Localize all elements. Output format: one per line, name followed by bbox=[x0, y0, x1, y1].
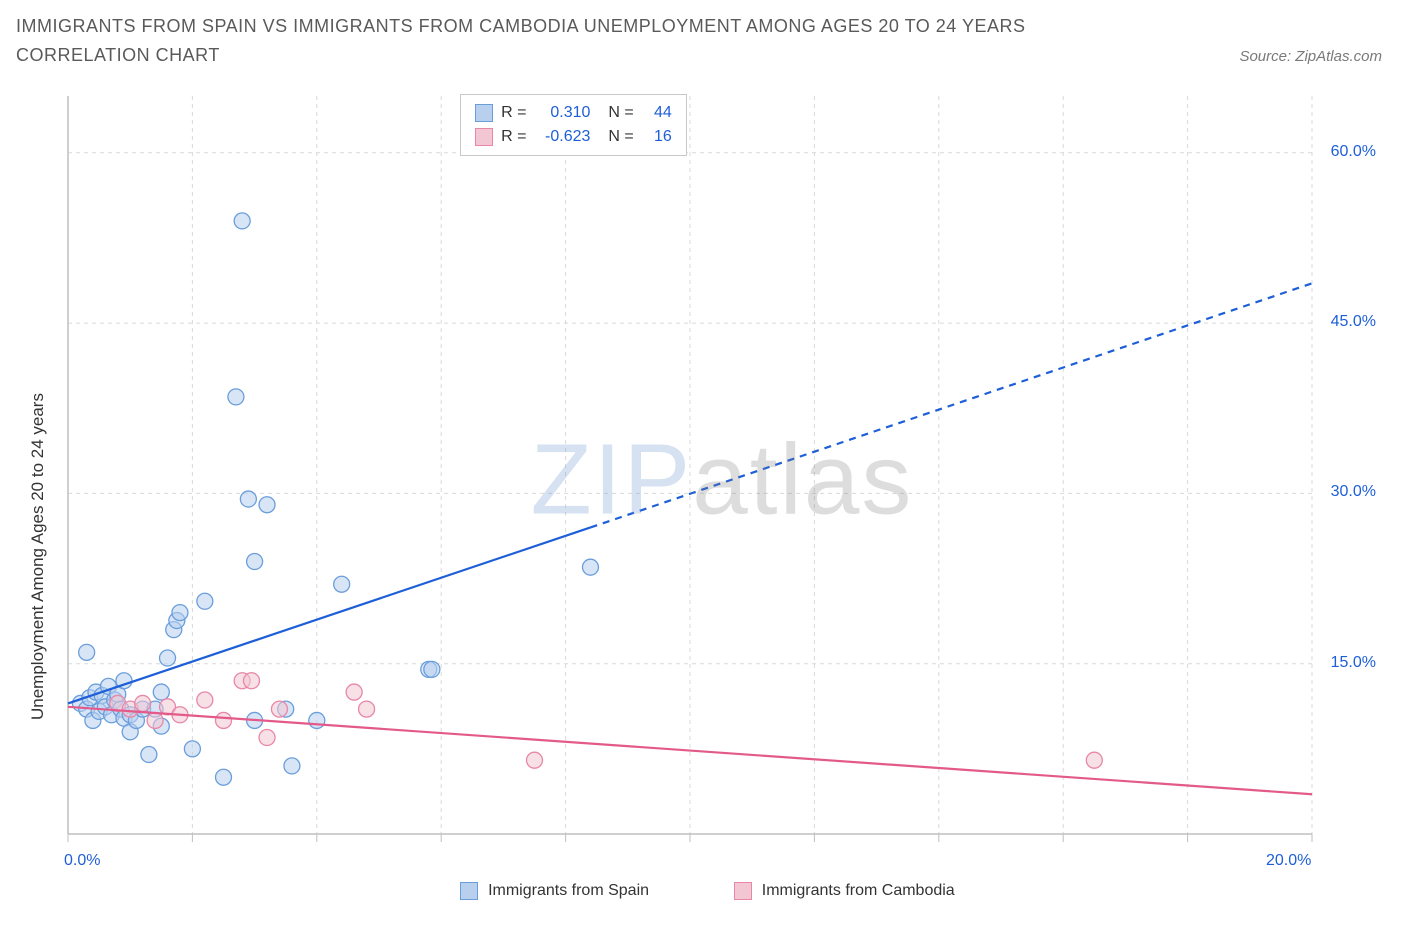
y-tick-label: 60.0% bbox=[1331, 143, 1376, 161]
chart-svg bbox=[62, 90, 1382, 910]
r-label: R = bbox=[501, 104, 526, 122]
r-label: R = bbox=[501, 128, 526, 146]
y-axis-label: Unemployment Among Ages 20 to 24 years bbox=[28, 393, 48, 720]
legend-row-cambodia: R = -0.623 N = 16 bbox=[475, 125, 672, 149]
series-label-spain: Immigrants from Spain bbox=[488, 882, 649, 900]
swatch-spain bbox=[460, 882, 478, 900]
y-tick-label: 30.0% bbox=[1331, 483, 1376, 501]
r-value-spain: 0.310 bbox=[534, 104, 590, 122]
n-label: N = bbox=[608, 104, 633, 122]
swatch-spain bbox=[475, 104, 493, 122]
legend-row-spain: R = 0.310 N = 44 bbox=[475, 101, 672, 125]
source-attribution: Source: ZipAtlas.com bbox=[1239, 48, 1382, 65]
n-value-cambodia: 16 bbox=[642, 128, 672, 146]
n-label: N = bbox=[608, 128, 633, 146]
x-tick-label: 20.0% bbox=[1266, 852, 1311, 870]
y-tick-label: 45.0% bbox=[1331, 313, 1376, 331]
x-tick-label: 0.0% bbox=[64, 852, 100, 870]
swatch-cambodia bbox=[475, 128, 493, 146]
swatch-cambodia bbox=[734, 882, 752, 900]
correlation-legend: R = 0.310 N = 44 R = -0.623 N = 16 bbox=[460, 94, 687, 156]
plot-area: ZIPatlas R = 0.310 N = 44 R = -0.623 N =… bbox=[62, 90, 1382, 870]
bottom-legend-cambodia: Immigrants from Cambodia bbox=[734, 882, 955, 900]
n-value-spain: 44 bbox=[642, 104, 672, 122]
bottom-legend-spain: Immigrants from Spain bbox=[460, 882, 649, 900]
r-value-cambodia: -0.623 bbox=[534, 128, 590, 146]
series-label-cambodia: Immigrants from Cambodia bbox=[762, 882, 955, 900]
y-tick-label: 15.0% bbox=[1331, 654, 1376, 672]
chart-title: IMMIGRANTS FROM SPAIN VS IMMIGRANTS FROM… bbox=[16, 12, 1116, 70]
